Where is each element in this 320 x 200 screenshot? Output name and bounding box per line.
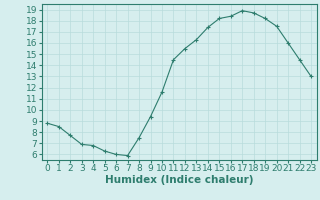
X-axis label: Humidex (Indice chaleur): Humidex (Indice chaleur) (105, 175, 253, 185)
